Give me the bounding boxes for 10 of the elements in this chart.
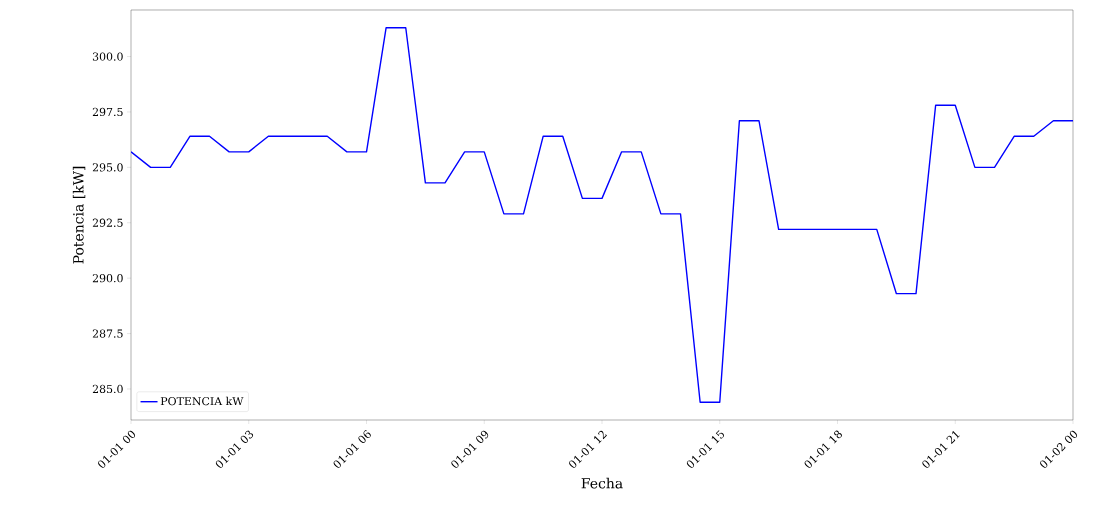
y-tick-label: 295.0 [92, 163, 123, 172]
y-tick-label: 285.0 [92, 384, 123, 394]
y-tick-label: 292.5 [92, 218, 123, 227]
x-axis-title: Fecha [581, 477, 623, 489]
y-axis-title: Potencia [kW] [72, 166, 86, 264]
legend-label: POTENCIA kW [160, 396, 244, 406]
y-tick-label: 287.5 [92, 329, 123, 338]
y-tick-label: 300.0 [92, 52, 123, 61]
y-tick-label: 290.0 [92, 274, 123, 283]
y-tick-label: 297.5 [92, 107, 123, 117]
